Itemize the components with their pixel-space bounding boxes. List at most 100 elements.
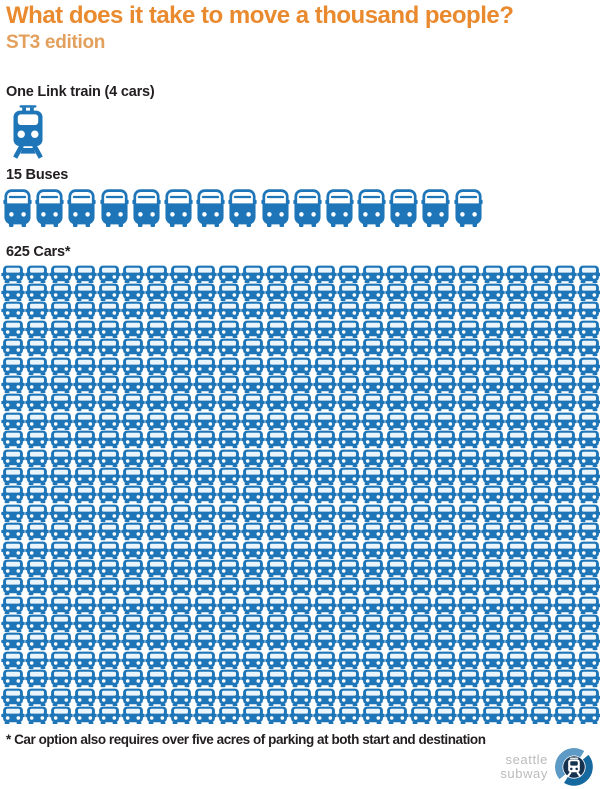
car-icon [433,669,457,687]
car-icon [145,541,169,559]
car-icon [289,320,313,338]
car-icon [265,577,289,595]
car-icon [97,449,121,467]
car-icon [385,357,409,375]
car-icon [385,596,409,614]
car-icon [313,632,337,650]
car-icon [121,301,145,319]
car-icon [169,265,193,283]
bus-icon [196,188,225,228]
logo-wordmark-line1: seattle [505,752,548,768]
car-icon [337,283,361,301]
car-icon [193,412,217,430]
car-icon [289,669,313,687]
car-icon [505,265,529,283]
car-icon [25,541,49,559]
car-icon [169,706,193,724]
car-icon [73,577,97,595]
car-icon [217,301,241,319]
car-icon [313,301,337,319]
car-icon [49,412,73,430]
car-icon [289,283,313,301]
car-icon [169,283,193,301]
car-icon [145,614,169,632]
car-icon [553,669,577,687]
car-icon [505,596,529,614]
car-icon [193,688,217,706]
car-icon [577,596,600,614]
car-icon [409,632,433,650]
car-icon [49,541,73,559]
car-icon [193,522,217,540]
car-icon [481,265,505,283]
car-icon [553,651,577,669]
car-icon [481,357,505,375]
car-icon [49,651,73,669]
car-icon [529,320,553,338]
car-icon [361,412,385,430]
car-icon [97,375,121,393]
car-icon [529,485,553,503]
car-icon [361,467,385,485]
car-icon [313,504,337,522]
car-icon [409,338,433,356]
car-icon [1,577,25,595]
car-icon [553,688,577,706]
car-icon [265,393,289,411]
car-icon [577,706,600,724]
car-icon [265,449,289,467]
car-icon [289,375,313,393]
car-icon [337,577,361,595]
train-section-label: One Link train (4 cars) [6,84,155,101]
car-icon [25,449,49,467]
car-icon [457,559,481,577]
car-icon [337,522,361,540]
car-icon [577,430,600,448]
car-icon [97,265,121,283]
car-icon [169,449,193,467]
car-icon [481,467,505,485]
car-icon [193,596,217,614]
car-icon [409,430,433,448]
car-icon [457,338,481,356]
car-icon [97,577,121,595]
car-icon [169,688,193,706]
car-icon [553,614,577,632]
car-icon [193,504,217,522]
car-icon [1,393,25,411]
car-icon [385,338,409,356]
car-icon [169,301,193,319]
car-icon [265,596,289,614]
car-icon [49,357,73,375]
car-icon [481,320,505,338]
car-icon [1,614,25,632]
car-icon [265,706,289,724]
car-icon [433,393,457,411]
car-icon [385,449,409,467]
page-title: What does it take to move a thousand peo… [6,2,514,29]
car-icon [361,338,385,356]
car-icon [457,301,481,319]
car-icon [553,541,577,559]
car-icon [121,688,145,706]
car-icon [553,596,577,614]
car-icon [217,393,241,411]
car-icon [265,375,289,393]
car-icon [577,688,600,706]
car-icon [361,449,385,467]
car-icon [217,614,241,632]
car-icon [433,688,457,706]
car-icon [145,577,169,595]
car-icon [241,577,265,595]
car-icon [529,541,553,559]
car-icon [25,688,49,706]
car-icon [337,301,361,319]
car-icon [241,669,265,687]
car-icon [337,596,361,614]
car-icon [193,265,217,283]
car-icon [313,706,337,724]
car-icon [217,559,241,577]
car-icon [193,283,217,301]
car-icon [457,357,481,375]
car-icon [529,706,553,724]
